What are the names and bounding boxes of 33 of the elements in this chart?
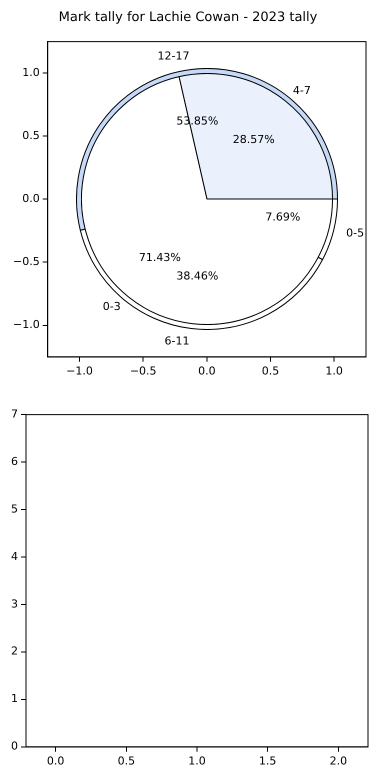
text: 28.57% (232, 133, 275, 146)
x-tick-label: 1.5 (258, 754, 276, 768)
category-label: 0-3 (102, 300, 121, 313)
x-tick-label: −0.5 (130, 364, 157, 378)
x-tick-label: 1.0 (325, 364, 343, 378)
y-tick-label: 4 (11, 550, 18, 563)
text: 7.69% (265, 210, 300, 224)
y-tick-label: 1.0 (22, 66, 40, 79)
text: 71.43% (138, 250, 181, 264)
text: 38.46% (176, 270, 218, 283)
y-tick-label: 1 (11, 692, 18, 706)
y-tick-label: 6 (11, 454, 18, 468)
y-tick-label: 0.0 (22, 192, 40, 206)
category-label: 4-7 (292, 84, 311, 98)
y-tick-label: 0.5 (22, 129, 40, 142)
y-tick-label: 7 (11, 407, 18, 420)
y-tick-label: 2 (11, 644, 18, 658)
y-tick-label: 3 (11, 597, 18, 610)
x-tick-label: 0.5 (262, 364, 280, 378)
x-tick-label: 0.5 (118, 754, 136, 768)
x-tick-label: 2.0 (330, 754, 348, 768)
category-label: 0-5 (346, 226, 364, 240)
chart-title: Mark tally for Lachie Cowan - 2023 tally (58, 10, 318, 26)
category-label: 6-11 (164, 334, 190, 348)
y-tick-label: 0 (11, 740, 18, 753)
y-tick-label: −0.5 (12, 255, 40, 268)
x-tick-label: −1.0 (66, 364, 93, 378)
category-label: 12-17 (157, 49, 190, 62)
y-tick-label: 5 (11, 502, 18, 516)
x-tick-label: 0.0 (46, 754, 64, 768)
y-tick-label: −1.0 (12, 318, 40, 332)
x-tick-label: 1.0 (188, 754, 206, 768)
x-tick-label: 0.0 (198, 364, 216, 378)
